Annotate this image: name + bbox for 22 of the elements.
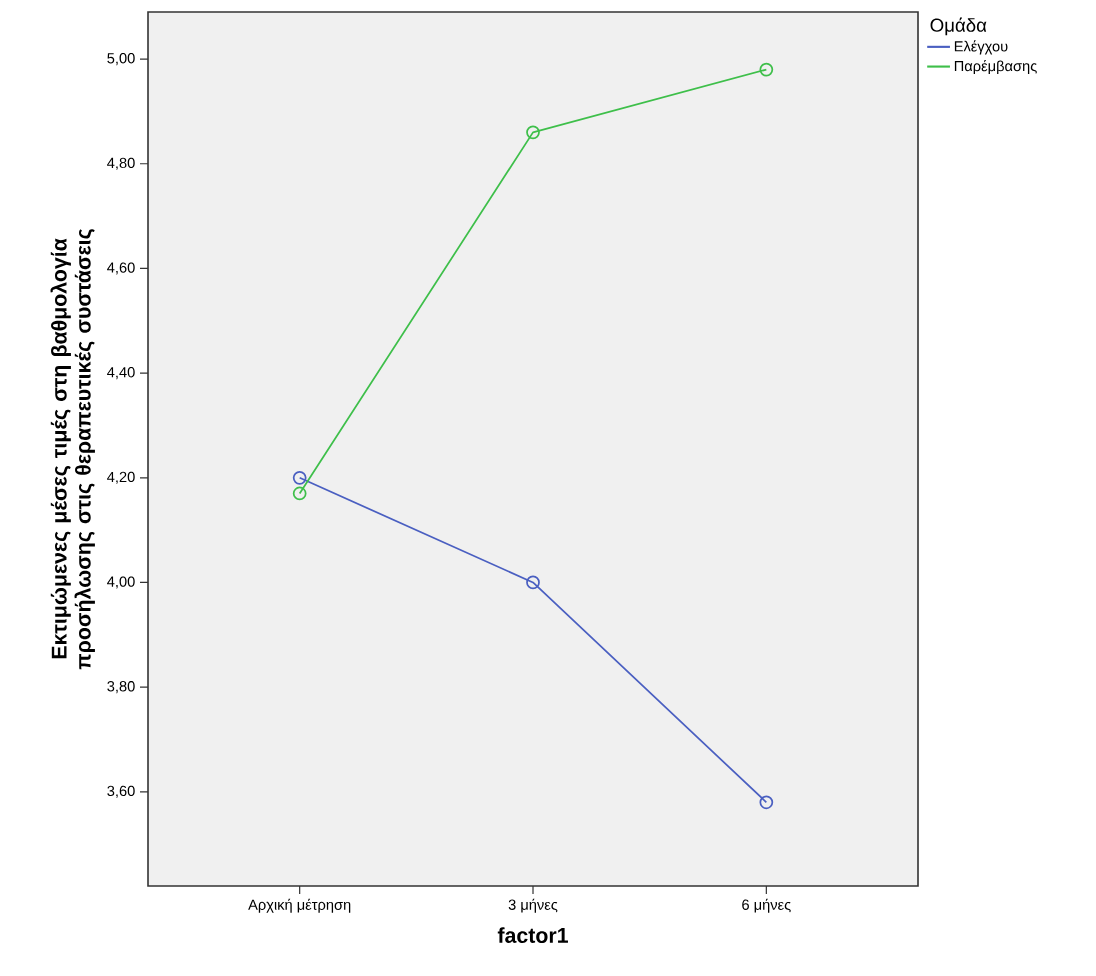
y-tick-label: 3,60 — [107, 785, 135, 798]
x-tick-label: 3 μήνες — [508, 898, 558, 913]
y-tick-label: 4,20 — [107, 471, 135, 484]
point — [292, 470, 307, 485]
legend-label: Παρέμβασης — [954, 60, 1037, 75]
y-tick-label: 4,40 — [107, 367, 135, 380]
y-tick-label: 4,60 — [107, 262, 135, 275]
point — [759, 62, 774, 77]
x-tick-label: 6 μήνες — [742, 898, 791, 913]
x-axis-title: factor1 — [497, 927, 568, 943]
point — [526, 575, 540, 590]
point — [759, 795, 774, 810]
legend-title: Ομάδα — [930, 17, 987, 36]
y-axis-title: Εκτιμώμενες μέσες τιμές στη βαθμολογία προσήλωσης στις θεραπευτικές συστάσεις — [50, 229, 95, 670]
point — [526, 125, 540, 140]
legend-label: Ελέγχου — [954, 40, 1008, 55]
y-tick-label: 3,80 — [107, 681, 135, 694]
y-tick-label: 5,00 — [107, 53, 135, 66]
x-tick-label: Αρχική μέτρηση — [248, 898, 351, 913]
y-tick-label: 4,00 — [107, 576, 135, 589]
point — [292, 486, 307, 501]
y-tick-label: 4,80 — [107, 157, 135, 170]
